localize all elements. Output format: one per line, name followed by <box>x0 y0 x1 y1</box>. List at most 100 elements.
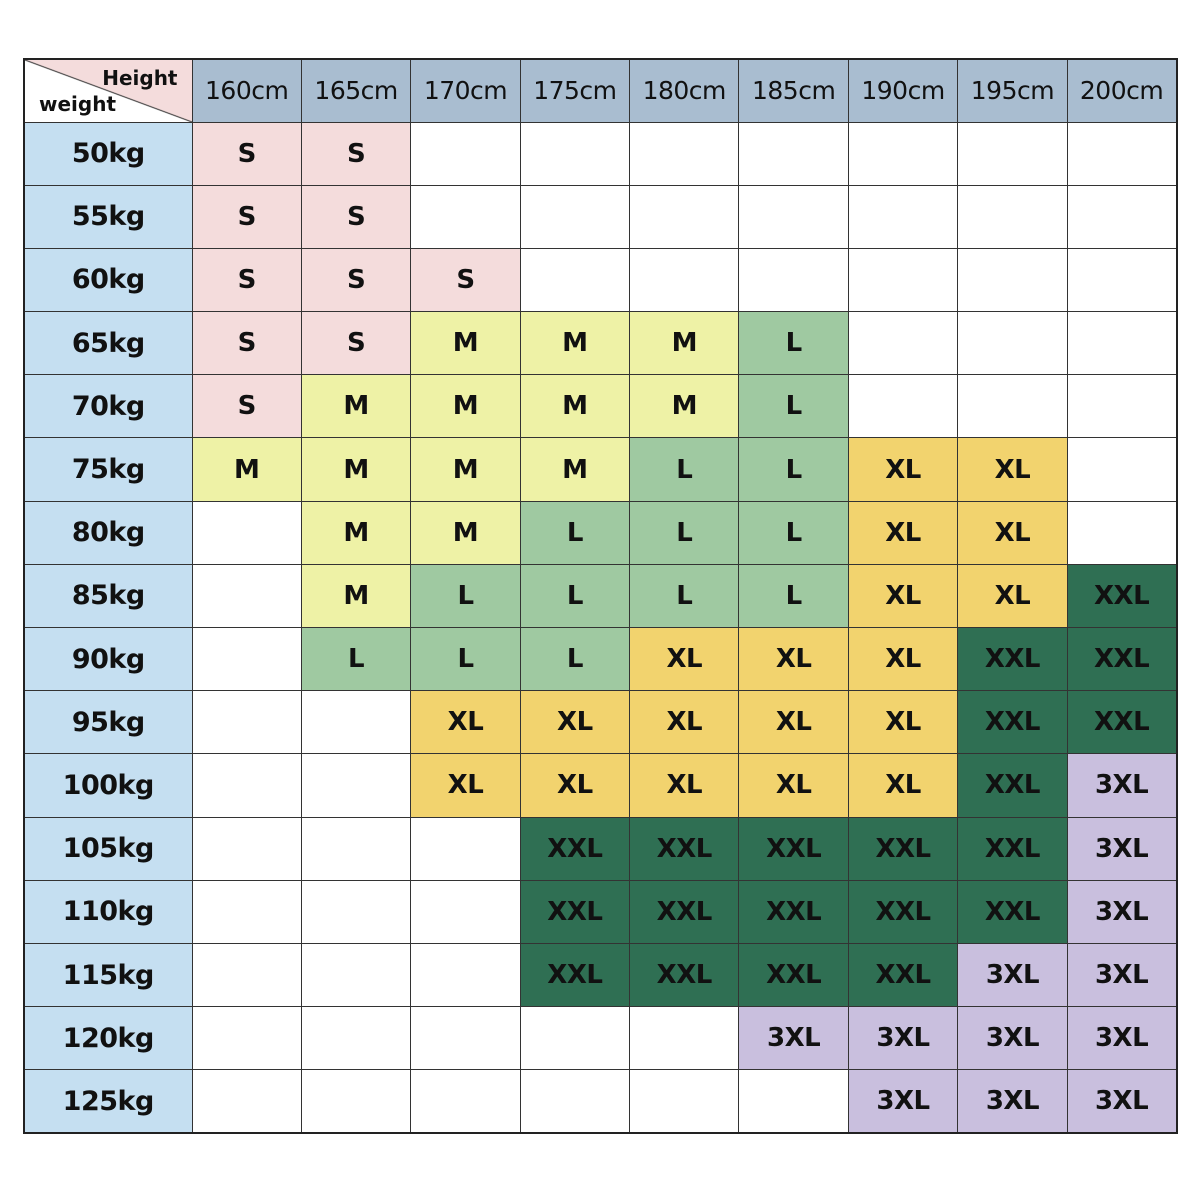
size-cell <box>191 879 302 944</box>
size-cell <box>191 942 302 1008</box>
size-cell: XL <box>957 563 1068 629</box>
size-cell: XL <box>847 753 959 818</box>
size-cell <box>957 247 1068 313</box>
height-header-cell: 190cm <box>847 58 959 123</box>
size-cell <box>300 879 412 944</box>
table-row: 115kg XXL XXL XXL XXL 3XL 3XL <box>23 942 1178 1008</box>
height-header-cell: 180cm <box>629 58 740 123</box>
size-cell <box>957 311 1068 376</box>
weight-header-cell: 70kg <box>23 374 193 439</box>
table-row: 80kg M M L L L XL XL <box>23 500 1178 565</box>
size-cell: XXL <box>738 816 849 881</box>
weight-header-cell: 80kg <box>23 500 193 565</box>
corner-weight-label: weight <box>39 91 117 116</box>
size-cell <box>1066 247 1178 313</box>
table-row: 100kg XL XL XL XL XL XXL 3XL <box>23 753 1178 818</box>
height-header-cell: 185cm <box>738 58 849 123</box>
size-cell: XXL <box>957 816 1068 881</box>
size-cell: M <box>410 437 521 502</box>
size-cell: L <box>410 563 521 629</box>
table-row: 50kg S S <box>23 121 1178 186</box>
size-cell <box>410 879 521 944</box>
size-cell <box>300 690 412 755</box>
weight-header-cell: 55kg <box>23 184 193 249</box>
size-cell: M <box>300 500 412 565</box>
size-cell: L <box>738 563 849 629</box>
size-cell <box>191 816 302 881</box>
height-header-cell: 170cm <box>410 58 521 123</box>
size-cell <box>519 184 631 249</box>
table-row: 125kg 3XL 3XL 3XL <box>23 1069 1178 1134</box>
size-cell: 3XL <box>847 1069 959 1134</box>
size-cell: XXL <box>1066 626 1178 692</box>
size-cell <box>410 942 521 1008</box>
size-cell: M <box>300 437 412 502</box>
table-row: 55kg S S <box>23 184 1178 249</box>
weight-header-cell: 105kg <box>23 816 193 881</box>
size-cell: M <box>300 374 412 439</box>
size-cell: L <box>738 437 849 502</box>
size-cell: M <box>410 311 521 376</box>
size-cell: XXL <box>957 753 1068 818</box>
size-cell <box>410 184 521 249</box>
size-cell <box>410 1006 521 1071</box>
weight-header-cell: 85kg <box>23 563 193 629</box>
size-cell: M <box>629 374 740 439</box>
weight-header-cell: 100kg <box>23 753 193 818</box>
size-cell: L <box>738 500 849 565</box>
size-cell <box>957 121 1068 186</box>
size-cell: XXL <box>957 879 1068 944</box>
size-cell <box>629 184 740 249</box>
size-cell: M <box>519 374 631 439</box>
weight-header-cell: 65kg <box>23 311 193 376</box>
size-cell: S <box>191 121 302 186</box>
size-cell: L <box>300 626 412 692</box>
size-cell: S <box>191 311 302 376</box>
weight-header-cell: 120kg <box>23 1006 193 1071</box>
size-cell <box>847 311 959 376</box>
size-cell <box>191 690 302 755</box>
size-cell: 3XL <box>1066 1006 1178 1071</box>
size-cell <box>1066 121 1178 186</box>
table-row: 85kg M L L L L XL XL XXL <box>23 563 1178 629</box>
size-cell: XL <box>847 690 959 755</box>
size-cell: XL <box>410 753 521 818</box>
table-row: 110kg XXL XXL XXL XXL XXL 3XL <box>23 879 1178 944</box>
size-cell: 3XL <box>847 1006 959 1071</box>
size-cell: XL <box>410 690 521 755</box>
size-cell: 3XL <box>957 1069 1068 1134</box>
size-cell <box>191 563 302 629</box>
size-cell: 3XL <box>1066 942 1178 1008</box>
size-cell <box>738 1069 849 1134</box>
size-cell <box>847 121 959 186</box>
size-cell: L <box>410 626 521 692</box>
size-cell <box>519 121 631 186</box>
weight-header-cell: 110kg <box>23 879 193 944</box>
weight-header-cell: 75kg <box>23 437 193 502</box>
table-row: 120kg 3XL 3XL 3XL 3XL <box>23 1006 1178 1071</box>
size-cell <box>191 1006 302 1071</box>
size-cell: M <box>629 311 740 376</box>
size-cell: XL <box>629 753 740 818</box>
size-cell: L <box>519 563 631 629</box>
size-cell <box>410 121 521 186</box>
size-cell: XXL <box>629 816 740 881</box>
size-cell: XL <box>519 690 631 755</box>
size-cell: S <box>191 374 302 439</box>
size-cell <box>191 1069 302 1134</box>
size-cell: XXL <box>1066 563 1178 629</box>
weight-header-cell: 90kg <box>23 626 193 692</box>
size-cell: S <box>410 247 521 313</box>
weight-header-cell: 125kg <box>23 1069 193 1134</box>
table-row: 90kg L L L XL XL XL XXL XXL <box>23 626 1178 692</box>
size-cell <box>519 247 631 313</box>
size-cell: XL <box>738 626 849 692</box>
size-cell: XXL <box>957 690 1068 755</box>
size-cell: XL <box>738 690 849 755</box>
table-row: 105kg XXL XXL XXL XXL XXL 3XL <box>23 816 1178 881</box>
size-chart-table: Height weight 160cm 165cm 170cm 175cm 180cm 1… <box>23 58 1178 1134</box>
size-cell <box>300 942 412 1008</box>
size-cell <box>300 753 412 818</box>
size-cell: M <box>519 311 631 376</box>
weight-header-cell: 60kg <box>23 247 193 313</box>
